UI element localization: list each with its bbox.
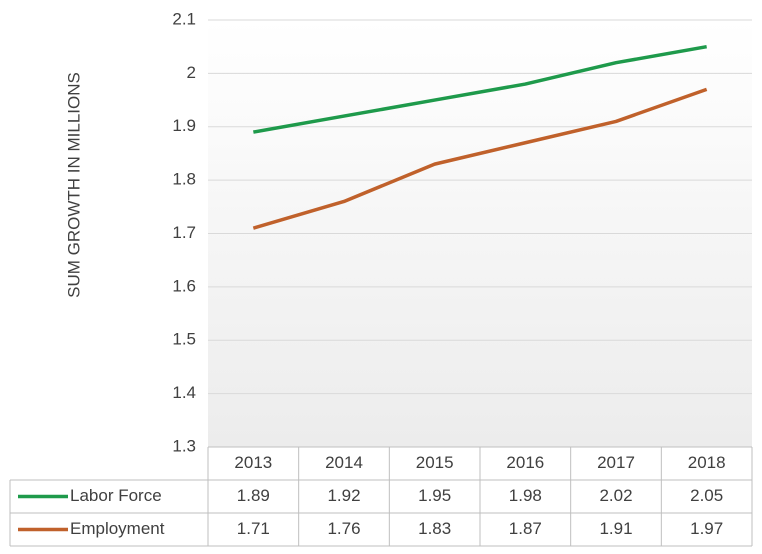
y-tick-label: 1.6 — [172, 276, 196, 295]
table-value: 1.76 — [327, 519, 360, 538]
table-value: 1.89 — [237, 486, 270, 505]
y-tick-label: 1.8 — [172, 170, 196, 189]
y-tick-label: 1.7 — [172, 223, 196, 242]
x-tick-label: 2014 — [325, 453, 363, 472]
x-tick-label: 2016 — [506, 453, 544, 472]
table-value: 1.71 — [237, 519, 270, 538]
table-value: 1.91 — [599, 519, 632, 538]
y-axis-label: SUM GROWTH IN MILLIONS — [64, 72, 83, 298]
table-value: 1.98 — [509, 486, 542, 505]
x-tick-label: 2015 — [416, 453, 454, 472]
y-tick-label: 1.9 — [172, 116, 196, 135]
legend-label: Labor Force — [70, 486, 162, 505]
y-tick-label: 1.4 — [172, 383, 196, 402]
table-value: 1.83 — [418, 519, 451, 538]
table-value: 1.87 — [509, 519, 542, 538]
table-value: 1.97 — [690, 519, 723, 538]
y-tick-label: 1.5 — [172, 330, 196, 349]
legend-label: Employment — [70, 519, 165, 538]
x-tick-label: 2018 — [688, 453, 726, 472]
table-value: 2.05 — [690, 486, 723, 505]
series-line — [253, 44, 707, 134]
table-value: 1.95 — [418, 486, 451, 505]
series-line — [252, 87, 708, 230]
table-value: 2.02 — [599, 486, 632, 505]
x-tick-label: 2013 — [234, 453, 272, 472]
y-tick-label: 1.3 — [172, 436, 196, 455]
y-tick-label: 2 — [187, 63, 196, 82]
y-tick-label: 2.1 — [172, 9, 196, 28]
x-tick-label: 2017 — [597, 453, 635, 472]
table-value: 1.92 — [327, 486, 360, 505]
